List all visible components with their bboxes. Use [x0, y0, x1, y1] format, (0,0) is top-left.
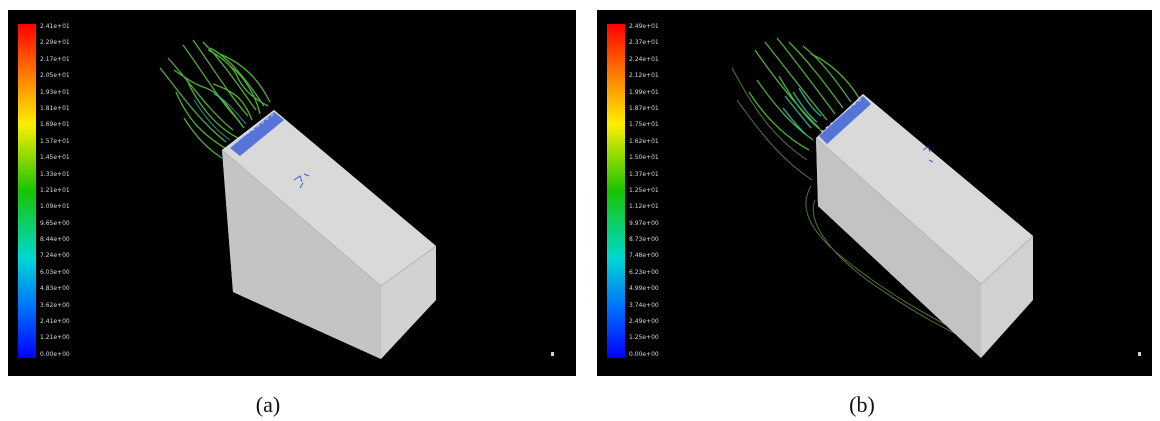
colorbar-tick: 2.41e+00	[40, 318, 70, 326]
colorbar-tick: 1.93e+01	[40, 88, 70, 96]
colorbar-tick: 2.49e+00	[629, 318, 659, 326]
colorbar-tick: 0.00e+00	[40, 350, 70, 358]
inlet-face	[819, 96, 871, 144]
panel-b-caption: (b)	[849, 392, 875, 417]
colorbar-tick: 9.65e+00	[40, 219, 70, 227]
colorbar-tick: 2.41e+01	[40, 23, 70, 30]
inlet-face	[230, 112, 284, 156]
colorbar-tick: 1.50e+01	[629, 154, 659, 162]
colorbar-tick: 1.21e+00	[40, 334, 70, 342]
colorbar-tick: 1.62e+01	[629, 137, 659, 145]
flow-scene	[159, 39, 437, 359]
colorbar-tick: 1.25e+00	[629, 334, 659, 342]
colorbar-tick: 1.37e+01	[629, 170, 659, 178]
colorbar-tick: 4.83e+00	[40, 285, 70, 293]
colorbar-tick: 1.75e+01	[629, 121, 659, 129]
colorbar-tick: 1.87e+01	[629, 104, 659, 112]
slow-streamlines	[782, 87, 822, 135]
colorbar-tick: 2.29e+01	[40, 39, 70, 47]
colorbar-tick-labels: 2.49e+01 2.37e+01 2.24e+01 2.12e+01 1.99…	[629, 24, 659, 358]
colorbar-tick: 4.99e+00	[629, 285, 659, 293]
colorbar-tick: 9.97e+00	[629, 219, 659, 227]
colorbar-tick: 1.12e+01	[629, 203, 659, 211]
colorbar-tick: 7.48e+00	[629, 252, 659, 260]
simulation-panel-a: 2.41e+01 2.29e+01 2.17e+01 2.05e+01 1.93…	[8, 10, 576, 376]
velocity-colorbar	[607, 24, 625, 358]
colorbar-tick: 1.99e+01	[629, 88, 659, 96]
colorbar-tick: 1.21e+01	[40, 186, 70, 194]
axis-triad-icon	[551, 352, 554, 356]
surface-vectors	[293, 173, 310, 189]
colorbar-tick: 1.25e+01	[629, 186, 659, 194]
colorbar-tick: 2.17e+01	[40, 55, 70, 63]
colorbar-tick: 3.62e+00	[40, 301, 70, 309]
simulation-panel-b: 2.49e+01 2.37e+01 2.24e+01 2.12e+01 1.99…	[597, 10, 1152, 376]
colorbar-tick: 1.45e+01	[40, 154, 70, 162]
colorbar-tick: 0.00e+00	[629, 350, 659, 358]
colorbar-tick: 6.03e+00	[40, 268, 70, 276]
surface-vectors	[922, 146, 934, 163]
block-obstacle	[221, 110, 437, 359]
colorbar-tick: 2.37e+01	[629, 39, 659, 47]
colorbar-tick: 3.74e+00	[629, 301, 659, 309]
colorbar-tick: 2.05e+01	[40, 72, 70, 80]
colorbar-tick: 8.73e+00	[629, 236, 659, 244]
axis-triad-icon	[1138, 352, 1141, 356]
colorbar-tick: 1.81e+01	[40, 104, 70, 112]
colorbar-tick-labels: 2.41e+01 2.29e+01 2.17e+01 2.05e+01 1.93…	[40, 24, 70, 358]
colorbar-tick: 2.49e+01	[629, 23, 659, 30]
colorbar-tick: 1.69e+01	[40, 121, 70, 129]
block-obstacle	[815, 94, 1034, 358]
colorbar-tick: 1.33e+01	[40, 170, 70, 178]
slow-streamlines	[193, 93, 247, 141]
panel-a-caption: (a)	[255, 392, 281, 417]
flow-scene	[731, 37, 1034, 358]
streamlines	[159, 39, 271, 159]
velocity-colorbar	[18, 24, 36, 358]
streamlines	[748, 37, 860, 151]
colorbar-tick: 7.24e+00	[40, 252, 70, 260]
colorbar-tick: 1.09e+01	[40, 203, 70, 211]
colorbar-tick: 2.12e+01	[629, 72, 659, 80]
colorbar-tick: 1.57e+01	[40, 137, 70, 145]
colorbar-tick: 2.24e+01	[629, 55, 659, 63]
colorbar-tick: 6.23e+00	[629, 268, 659, 276]
colorbar-tick: 8.44e+00	[40, 236, 70, 244]
